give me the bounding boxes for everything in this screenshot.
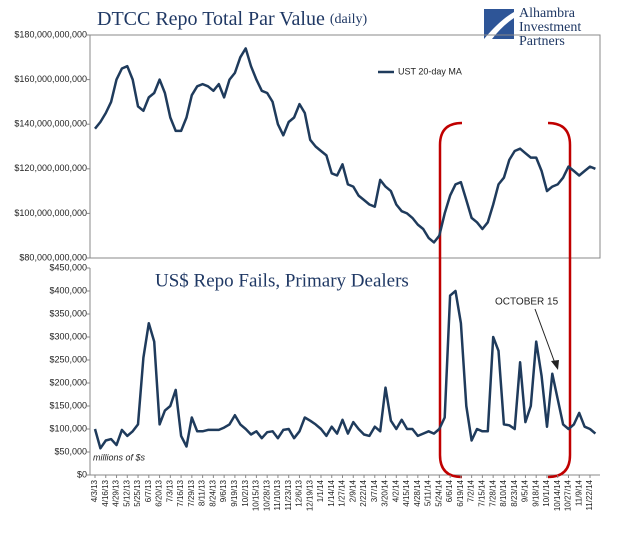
y-tick-label: $120,000,000,000 (14, 163, 87, 173)
x-tick-label: 10/2/13 (241, 479, 250, 506)
title-text: DTCC Repo Total Par Value (97, 8, 325, 30)
x-tick-label: 1/27/14 (338, 479, 347, 506)
x-tick-label: 8/11/13 (198, 479, 207, 506)
x-tick-label: 10/27/14 (564, 479, 573, 511)
y-tick-label: $180,000,000,000 (14, 29, 87, 39)
x-tick-label: 4/16/13 (101, 479, 110, 506)
x-tick-label: 6/6/14 (445, 479, 454, 502)
y-tick-label: $450,000 (49, 262, 87, 272)
x-tick-label: 5/25/13 (133, 479, 142, 506)
x-tick-label: 2/9/14 (348, 479, 357, 502)
y-tick-label: $350,000 (49, 308, 87, 318)
x-tick-label: 7/2/14 (467, 479, 476, 502)
x-tick-label: 4/29/13 (112, 479, 121, 506)
x-tick-label: 3/7/14 (370, 479, 379, 502)
y-tick-label: $160,000,000,000 (14, 74, 87, 84)
x-tick-label: 7/28/14 (488, 479, 497, 506)
chart-title: DTCC Repo Total Par Value (daily) (97, 8, 367, 30)
logo-text: Alhambra (519, 6, 576, 21)
title-note: (daily) (330, 12, 368, 27)
x-tick-label: 11/22/14 (585, 479, 594, 510)
annotation: OCTOBER 15 (495, 297, 559, 308)
x-tick-label: 10/28/13 (262, 479, 271, 511)
series-line (94, 47, 596, 244)
x-tick-label: 9/18/14 (531, 479, 540, 506)
y-tick-label: $100,000,000,000 (14, 208, 87, 218)
x-tick-label: 10/1/14 (542, 479, 551, 506)
x-tick-label: 8/23/14 (510, 479, 519, 506)
x-tick-label: 5/11/14 (424, 479, 433, 506)
x-tick-label: 1/14/14 (327, 479, 336, 506)
x-tick-label: 5/12/13 (122, 479, 131, 506)
note: millions of $s (93, 452, 146, 462)
x-tick-label: 6/7/13 (144, 479, 153, 502)
x-tick-label: 12/19/13 (305, 479, 314, 511)
x-tick-label: 4/2/14 (391, 479, 400, 502)
highlight-bracket (547, 121, 572, 479)
x-tick-label: 9/6/13 (219, 479, 228, 502)
x-tick-label: 11/9/14 (574, 479, 583, 506)
y-tick-label: $80,000,000,000 (19, 252, 87, 262)
y-tick-label: $400,000 (49, 285, 87, 295)
legend-label: UST 20-day MA (398, 66, 462, 76)
x-tick-label: 2/22/14 (359, 479, 368, 506)
x-tick-label: 1/1/14 (316, 479, 325, 502)
x-tick-label: 4/3/13 (90, 479, 99, 502)
logo-text: Partners (519, 34, 565, 49)
x-tick-label: 4/28/14 (413, 479, 422, 506)
x-tick-label: 10/14/14 (553, 479, 562, 511)
x-tick-label: 8/24/13 (208, 479, 217, 506)
plot-frame (89, 34, 601, 259)
logo-text: Investment (519, 20, 581, 35)
highlight-bracket (438, 121, 463, 479)
y-tick-label: $300,000 (49, 331, 87, 341)
x-tick-label: 11/23/13 (284, 479, 293, 510)
x-tick-label: 10/15/13 (252, 479, 261, 511)
x-tick-label: 6/20/13 (155, 479, 164, 506)
x-tick-label: 4/15/14 (402, 479, 411, 506)
x-tick-label: 9/19/13 (230, 479, 239, 506)
x-tick-label: 7/3/13 (165, 479, 174, 502)
series-line (93, 289, 597, 450)
x-tick-label: 6/19/14 (456, 479, 465, 506)
logo: Alhambra Investment Partners (484, 6, 581, 49)
x-tick-label: 9/5/14 (521, 479, 530, 502)
y-tick-label: $200,000 (49, 377, 87, 387)
y-tick-label: $150,000 (49, 400, 87, 410)
chart-title: US$ Repo Fails, Primary Dealers (155, 270, 409, 291)
y-tick-label: $0 (77, 469, 87, 479)
x-tick-label: 11/10/13 (273, 479, 282, 510)
y-tick-label: $140,000,000,000 (14, 119, 87, 129)
y-tick-label: $50,000 (54, 446, 87, 456)
annotation-arrow (534, 308, 557, 367)
logo-swoosh (484, 12, 514, 39)
y-tick-label: $250,000 (49, 354, 87, 364)
x-tick-label: 3/20/14 (381, 479, 390, 506)
x-tick-label: 8/10/14 (499, 479, 508, 506)
x-tick-label: 7/16/13 (176, 479, 185, 506)
y-tick-label: $100,000 (49, 423, 87, 433)
x-tick-label: 7/15/14 (478, 479, 487, 506)
x-tick-label: 7/29/13 (187, 479, 196, 506)
x-tick-label: 5/24/14 (434, 479, 443, 506)
arrow-head (551, 360, 559, 370)
x-tick-label: 12/6/13 (295, 479, 304, 506)
